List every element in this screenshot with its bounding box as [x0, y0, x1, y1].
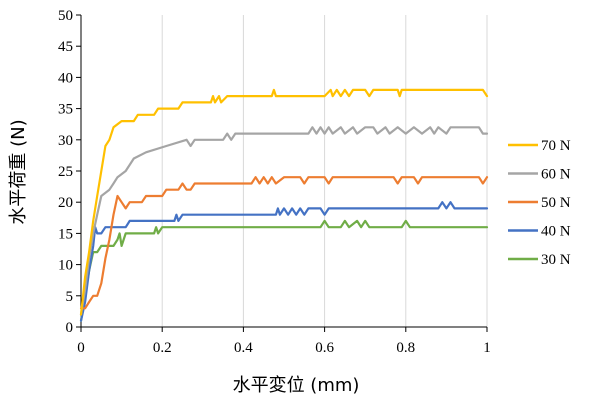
y-tick-label: 10: [58, 258, 73, 274]
legend-label: 70 N: [541, 138, 571, 154]
x-tick-label: 0: [77, 340, 85, 356]
y-tick-label: 30: [58, 133, 73, 149]
legend-label: 40 N: [541, 224, 571, 240]
x-tick-label: 0.2: [153, 340, 172, 356]
y-tick-label: 35: [58, 102, 73, 118]
legend-label: 30 N: [541, 252, 571, 268]
legend: 70 N 60 N 50 N 40 N 30 N: [508, 138, 571, 268]
plot-area: [81, 15, 487, 327]
series-line-30n: [79, 219, 489, 322]
tick-labels: 0 5 10 15 20 25 30 35 40 45 50 0 0.2 0.4 0.6 0.8 1: [58, 8, 491, 356]
series-line-50n: [79, 176, 489, 310]
y-tick-label: 15: [58, 226, 73, 242]
legend-label: 50 N: [541, 195, 571, 211]
axes: [76, 14, 488, 332]
x-tick-label: 0.8: [396, 340, 415, 356]
x-tick-label: 0.6: [315, 340, 334, 356]
y-tick-label: 25: [58, 164, 73, 180]
y-tick-label: 45: [58, 39, 73, 55]
y-tick-label: 20: [58, 195, 73, 211]
x-axis-label: 水平変位 (mm): [233, 375, 360, 396]
x-tick-label: 1: [483, 340, 491, 356]
x-tick-label: 0.4: [234, 340, 253, 356]
series-lines: [79, 88, 489, 322]
series-line-60n: [79, 126, 489, 316]
y-tick-label: 40: [58, 70, 73, 86]
y-tick-label: 0: [66, 320, 74, 336]
grid-lines: [161, 15, 488, 327]
y-tick-label: 5: [66, 289, 74, 305]
y-tick-label: 50: [58, 8, 73, 24]
legend-label: 60 N: [541, 167, 571, 183]
series-line-40n: [79, 201, 489, 322]
series-line-70n: [79, 88, 489, 316]
y-axis-label: 水平荷重 (N): [8, 119, 29, 224]
